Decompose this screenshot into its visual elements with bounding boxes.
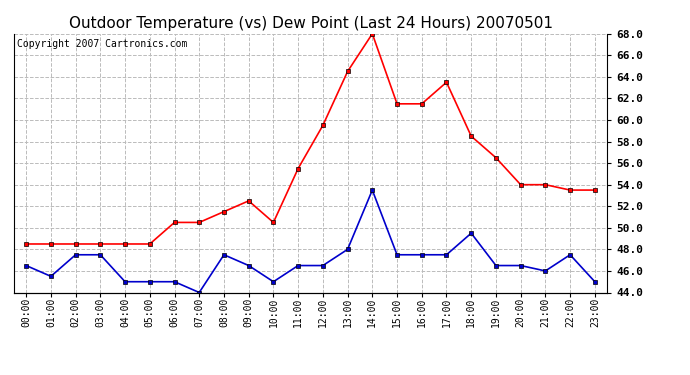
Text: Copyright 2007 Cartronics.com: Copyright 2007 Cartronics.com [17, 39, 187, 49]
Title: Outdoor Temperature (vs) Dew Point (Last 24 Hours) 20070501: Outdoor Temperature (vs) Dew Point (Last… [68, 16, 553, 31]
